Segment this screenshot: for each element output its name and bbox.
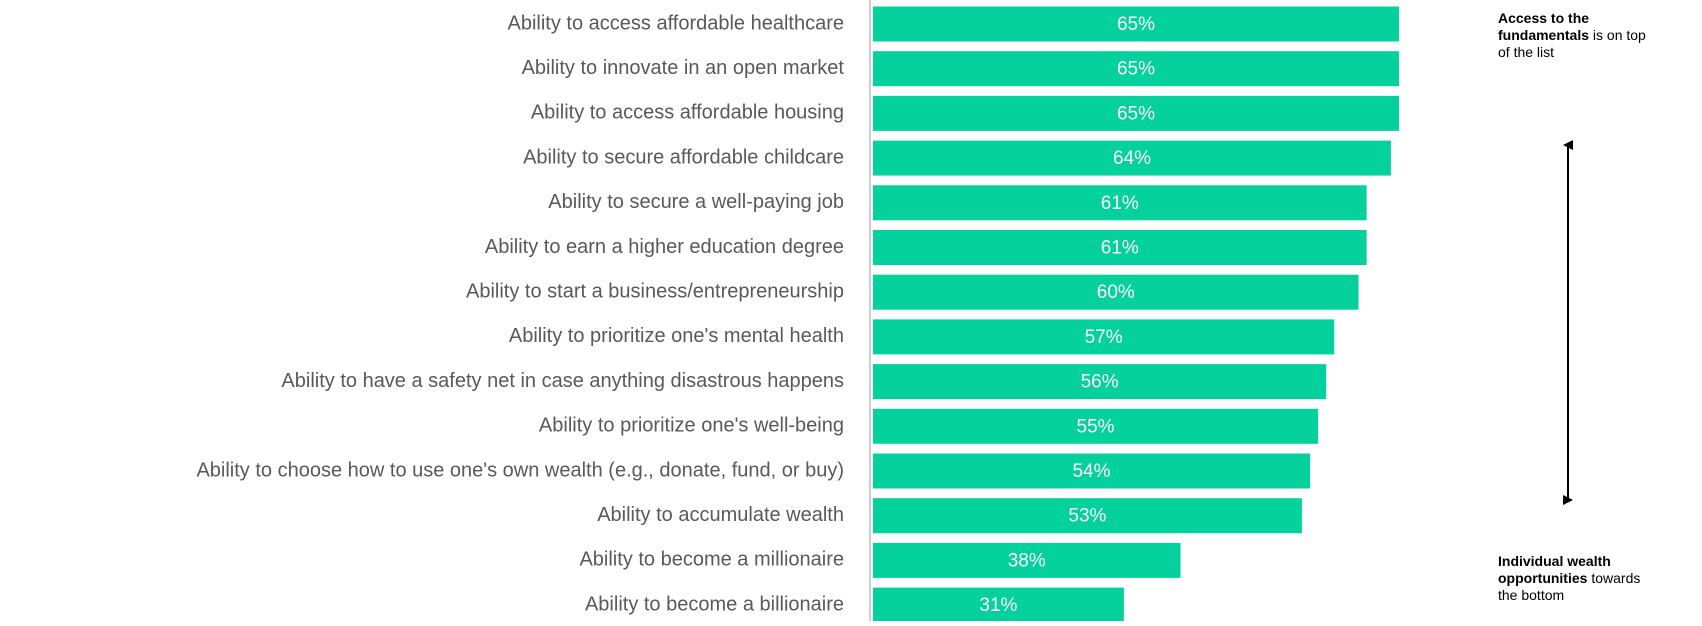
category-label: Ability to access affordable healthcare xyxy=(508,12,845,34)
category-label: Ability to start a business/entrepreneur… xyxy=(466,280,844,302)
bar xyxy=(873,453,1310,489)
value-label: 31% xyxy=(979,595,1017,616)
category-label: Ability to innovate in an open market xyxy=(522,57,845,79)
category-label: Ability to secure affordable childcare xyxy=(523,146,844,168)
annotation-text: is on top of the list xyxy=(1498,27,1646,60)
bar xyxy=(873,498,1302,534)
bar xyxy=(873,6,1399,42)
annotation-text: towards the bottom xyxy=(1498,570,1641,603)
bar xyxy=(873,364,1327,400)
bar xyxy=(873,230,1367,265)
value-label: 65% xyxy=(1117,14,1155,35)
value-label: 56% xyxy=(1081,372,1119,393)
value-label: 61% xyxy=(1101,238,1139,259)
value-label: 53% xyxy=(1068,506,1106,527)
bar xyxy=(873,408,1319,444)
category-label: Ability to have a safety net in case any… xyxy=(281,370,844,392)
value-label: 55% xyxy=(1077,416,1115,437)
annotation-bold: Individual wealth opportunities xyxy=(1498,553,1611,586)
bar xyxy=(873,274,1359,310)
annotation-top: Access to the fundamentals is on top of … xyxy=(1498,10,1648,61)
category-label: Ability to become a billionaire xyxy=(585,593,844,615)
value-label: 60% xyxy=(1097,282,1135,303)
category-label: Ability to secure a well-paying job xyxy=(548,191,844,213)
bar xyxy=(873,542,1181,578)
category-label: Ability to access affordable housing xyxy=(531,102,844,124)
value-label: 65% xyxy=(1117,103,1155,124)
bar xyxy=(873,185,1367,221)
value-label: 61% xyxy=(1101,193,1139,214)
value-label: 65% xyxy=(1117,59,1155,80)
category-label: Ability to choose how to use one's own w… xyxy=(196,459,844,481)
bar xyxy=(873,95,1399,131)
bar xyxy=(873,51,1399,87)
category-label: Ability to become a millionaire xyxy=(579,549,844,571)
bar xyxy=(873,140,1391,176)
bar xyxy=(873,319,1335,355)
value-label: 54% xyxy=(1072,461,1110,482)
value-label: 57% xyxy=(1085,327,1123,348)
category-label: Ability to prioritize one's well-being xyxy=(539,415,844,437)
bar xyxy=(873,587,1124,623)
category-label: Ability to earn a higher education degre… xyxy=(485,236,844,258)
category-label: Ability to prioritize one's mental healt… xyxy=(509,325,844,347)
annotation-bottom: Individual wealth opportunities towards … xyxy=(1498,553,1648,604)
category-label: Ability to accumulate wealth xyxy=(597,504,844,526)
value-label: 38% xyxy=(1008,550,1046,571)
annotation-bold: Access to the fundamentals xyxy=(1498,10,1590,43)
value-label: 64% xyxy=(1113,148,1151,169)
